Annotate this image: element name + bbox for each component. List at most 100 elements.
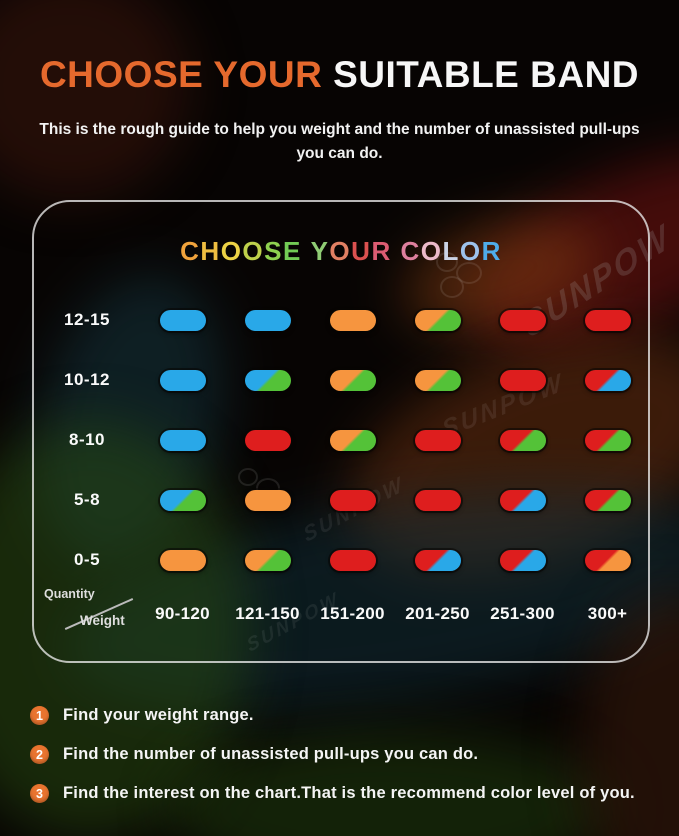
band-grid: 12-15 10-12 8-10 5-8 0-5 bbox=[34, 290, 648, 590]
band-cell bbox=[565, 369, 650, 391]
band-pill-red-orange bbox=[584, 549, 631, 571]
axis-labels: Quantity Weight bbox=[34, 587, 140, 639]
band-pill-red bbox=[329, 489, 376, 511]
band-cell bbox=[225, 429, 310, 451]
pullups-row-label: 8-10 bbox=[68, 430, 106, 449]
band-cell bbox=[480, 369, 565, 391]
band-grid-row: 10-12 bbox=[34, 350, 648, 410]
pullups-row-label: 5-8 bbox=[73, 490, 101, 509]
heading-letter: O bbox=[420, 236, 443, 266]
band-cell bbox=[395, 549, 480, 571]
grid-footer: Quantity Weight 90-120 121-150 151-200 2… bbox=[34, 587, 648, 639]
axis-label-quantity: Quantity bbox=[44, 587, 95, 601]
weight-column-header: 90-120 bbox=[155, 604, 210, 623]
band-pill-red bbox=[499, 369, 546, 391]
selection-chart-panel: CHOOSE YOUR COLOR 12-15 10-12 8-10 5-8 0-5 Q… bbox=[32, 200, 650, 663]
instruction-text: Find the interest on the chart.That is t… bbox=[63, 784, 635, 802]
heading-letter: R bbox=[481, 236, 502, 266]
pullups-row-label: 0-5 bbox=[73, 550, 101, 569]
band-pill-red bbox=[499, 309, 546, 331]
heading-letter bbox=[302, 236, 311, 266]
heading-letter: C bbox=[400, 236, 421, 266]
band-pill-orange bbox=[329, 309, 376, 331]
band-pill-orange bbox=[244, 489, 291, 511]
band-cell bbox=[395, 489, 480, 511]
instruction-step: 1 Find your weight range. bbox=[30, 703, 635, 728]
band-cell bbox=[225, 489, 310, 511]
band-pill-orange-green bbox=[329, 369, 376, 391]
band-rings-decoration bbox=[436, 252, 458, 272]
band-cell bbox=[225, 309, 310, 331]
band-cell bbox=[565, 489, 650, 511]
band-cell bbox=[565, 309, 650, 331]
heading-letter: O bbox=[459, 236, 482, 266]
band-pill-red-green bbox=[584, 489, 631, 511]
band-cell bbox=[225, 549, 310, 571]
heading-letter: O bbox=[242, 236, 265, 266]
band-pill-red-green bbox=[499, 429, 546, 451]
band-cell bbox=[140, 429, 225, 451]
band-cell bbox=[565, 549, 650, 571]
band-cell bbox=[140, 549, 225, 571]
band-pill-blue-green bbox=[159, 489, 206, 511]
color-heading: CHOOSE YOUR COLOR bbox=[34, 236, 648, 267]
band-pill-orange-green bbox=[329, 429, 376, 451]
heading-letter: O bbox=[329, 236, 352, 266]
heading-letter: H bbox=[200, 236, 221, 266]
heading-letter: Y bbox=[310, 236, 330, 266]
pullups-row-label: 10-12 bbox=[64, 370, 110, 389]
band-cell bbox=[565, 429, 650, 451]
band-cell bbox=[225, 369, 310, 391]
weight-column-header: 300+ bbox=[587, 604, 628, 623]
band-cell bbox=[480, 429, 565, 451]
heading-letter: R bbox=[371, 236, 392, 266]
band-cell bbox=[310, 489, 395, 511]
weight-column-header: 201-250 bbox=[405, 604, 470, 623]
band-pill-blue bbox=[244, 309, 291, 331]
axis-label-weight: Weight bbox=[80, 613, 125, 628]
band-cell bbox=[310, 309, 395, 331]
band-cell bbox=[310, 549, 395, 571]
band-grid-row: 8-10 bbox=[34, 410, 648, 470]
band-pill-orange-green bbox=[414, 309, 461, 331]
band-pill-blue-green bbox=[244, 369, 291, 391]
band-pill-red bbox=[244, 429, 291, 451]
page-subtitle: This is the rough guide to help you weig… bbox=[39, 121, 640, 162]
page-title-accent: CHOOSE YOUR bbox=[39, 54, 334, 95]
band-cell bbox=[310, 369, 395, 391]
band-cell bbox=[480, 309, 565, 331]
weight-column-header: 151-200 bbox=[320, 604, 385, 623]
step-number-badge: 2 bbox=[30, 745, 49, 764]
band-grid-row: 12-15 bbox=[34, 290, 648, 350]
band-cell bbox=[140, 309, 225, 331]
heading-letter: S bbox=[264, 236, 283, 266]
band-pill-red-blue bbox=[499, 489, 546, 511]
band-cell bbox=[140, 369, 225, 391]
step-number-badge: 3 bbox=[30, 784, 49, 803]
heading-letter: O bbox=[220, 236, 243, 266]
heading-letter: E bbox=[283, 236, 302, 266]
band-pill-orange bbox=[159, 549, 206, 571]
band-pill-red-blue bbox=[584, 369, 631, 391]
band-pill-orange-green bbox=[244, 549, 291, 571]
band-pill-red-blue bbox=[499, 549, 546, 571]
band-grid-row: 0-5 bbox=[34, 530, 648, 590]
band-cell bbox=[140, 489, 225, 511]
band-cell bbox=[310, 429, 395, 451]
band-pill-red bbox=[414, 489, 461, 511]
band-cell bbox=[480, 489, 565, 511]
band-pill-red bbox=[414, 429, 461, 451]
band-cell bbox=[395, 309, 480, 331]
instruction-step: 2 Find the number of unassisted pull-ups… bbox=[30, 742, 635, 767]
band-cell bbox=[395, 429, 480, 451]
band-pill-blue bbox=[159, 429, 206, 451]
heading-letter: U bbox=[351, 236, 372, 266]
page-title: CHOOSE YOUR SUITABLE BAND bbox=[0, 54, 679, 96]
band-rings-decoration bbox=[238, 468, 258, 486]
band-pill-red-blue bbox=[414, 549, 461, 571]
page-title-rest: SUITABLE BAND bbox=[333, 54, 640, 95]
band-pill-red bbox=[584, 309, 631, 331]
step-number-badge: 1 bbox=[30, 706, 49, 725]
heading-letter: C bbox=[180, 236, 201, 266]
band-grid-row: 5-8 bbox=[34, 470, 648, 530]
